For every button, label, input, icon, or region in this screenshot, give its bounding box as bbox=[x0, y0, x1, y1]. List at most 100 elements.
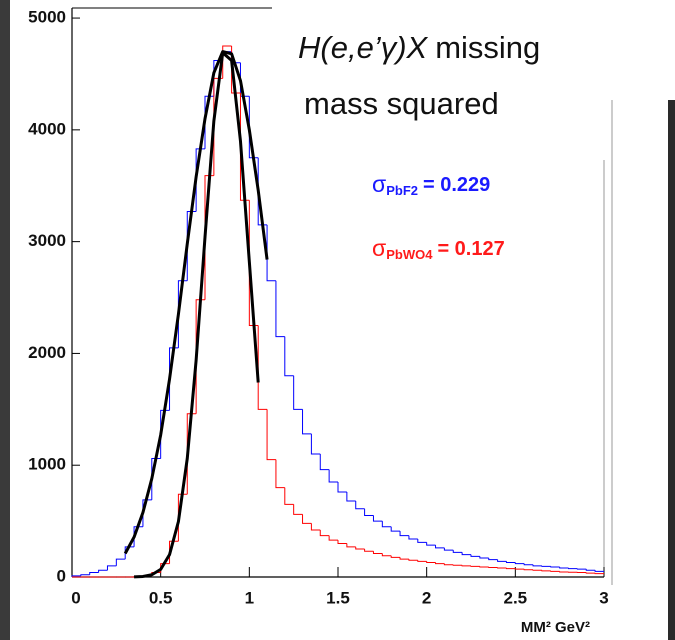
histogram-step bbox=[523, 569, 534, 571]
histogram-step bbox=[328, 469, 338, 483]
histogram-step bbox=[470, 554, 480, 557]
histogram-step bbox=[488, 566, 498, 568]
y-tick-label: 2000 bbox=[28, 343, 66, 362]
histogram-step bbox=[408, 559, 418, 561]
histogram-step bbox=[319, 454, 330, 471]
histogram-step bbox=[186, 210, 197, 281]
histogram-step bbox=[337, 481, 347, 493]
title-part: H(e,e’γ)X bbox=[298, 30, 429, 65]
histogram-step bbox=[461, 552, 471, 556]
histogram-step bbox=[461, 565, 471, 567]
histogram-step bbox=[594, 573, 604, 575]
histogram-step bbox=[204, 95, 214, 149]
annotation-subscript: PbWO4 bbox=[386, 247, 433, 262]
annotation-text: = 0.229 bbox=[423, 174, 490, 196]
histogram-step bbox=[381, 553, 392, 557]
histogram-step bbox=[390, 526, 401, 532]
histogram-step bbox=[248, 96, 259, 159]
histogram-step bbox=[302, 514, 312, 524]
y-tick-label: 1000 bbox=[28, 455, 66, 474]
y-tick-label: 4000 bbox=[28, 119, 66, 138]
histogram-step bbox=[541, 565, 551, 567]
histogram-step bbox=[346, 543, 356, 548]
histogram-step bbox=[452, 550, 463, 553]
histogram-step bbox=[302, 409, 312, 435]
histogram-step bbox=[364, 549, 374, 552]
histogram-step bbox=[328, 535, 338, 541]
chart-title: H(e,e’γ)X missing bbox=[298, 30, 540, 65]
histogram-step bbox=[257, 325, 268, 410]
histogram-step bbox=[514, 562, 525, 565]
histogram-step bbox=[532, 564, 542, 567]
x-tick-label: 2 bbox=[422, 588, 431, 607]
histogram-step bbox=[310, 433, 321, 455]
histogram-step bbox=[355, 500, 365, 510]
histogram-step bbox=[435, 562, 445, 565]
annotation-text: = 0.127 bbox=[437, 238, 504, 260]
title-part: missing bbox=[435, 30, 540, 65]
histogram-step bbox=[550, 566, 560, 568]
annotation-subscript: PbF2 bbox=[386, 183, 418, 198]
histogram-step bbox=[98, 569, 108, 573]
histogram-step bbox=[355, 546, 365, 550]
histogram-step bbox=[594, 570, 604, 572]
histogram-step bbox=[266, 224, 276, 282]
y-tick-label: 3000 bbox=[28, 231, 66, 250]
histogram-step bbox=[505, 568, 516, 570]
histogram-step bbox=[372, 515, 383, 522]
histogram-step bbox=[585, 572, 596, 574]
histogram-step bbox=[381, 521, 392, 528]
histogram-step bbox=[559, 571, 569, 573]
histogram-step bbox=[479, 566, 489, 568]
annotations: σPbF2 = 0.229 σ PbWO4 = 0.127 bbox=[372, 171, 505, 262]
histogram-step bbox=[346, 492, 356, 502]
histogram-step bbox=[319, 530, 330, 537]
histogram-step bbox=[390, 555, 401, 558]
histogram-step bbox=[275, 459, 285, 489]
histogram-step bbox=[452, 564, 463, 566]
histogram-step bbox=[443, 563, 454, 566]
histogram-step bbox=[177, 280, 188, 348]
x-tick-label: 0 bbox=[71, 588, 80, 607]
annotation-symbol: σ bbox=[372, 171, 386, 197]
histogram-step bbox=[470, 565, 480, 567]
histogram-step bbox=[514, 568, 525, 570]
histogram-step bbox=[523, 563, 534, 566]
histogram-step bbox=[505, 561, 516, 563]
histogram-step bbox=[310, 523, 321, 531]
histogram-step bbox=[408, 535, 418, 540]
histogram-step bbox=[497, 559, 507, 562]
histogram-step bbox=[89, 572, 99, 575]
histogram-step bbox=[195, 148, 205, 212]
annotation: σPbF2 = 0.229 bbox=[372, 171, 490, 198]
histogram-step bbox=[293, 375, 303, 410]
histogram-step bbox=[222, 45, 232, 79]
histogram-step bbox=[399, 531, 409, 537]
x-axis-label: MM² GeV² bbox=[521, 619, 590, 636]
histogram-step bbox=[479, 556, 489, 559]
histogram-step bbox=[435, 545, 445, 549]
histogram-step bbox=[275, 280, 285, 338]
histogram-step bbox=[372, 551, 383, 555]
histogram-step bbox=[151, 458, 161, 500]
fit-curve bbox=[123, 50, 269, 555]
annotation: σPbWO4 = 0.127 bbox=[372, 235, 505, 262]
histogram-step bbox=[364, 508, 374, 517]
histogram-step bbox=[417, 560, 427, 562]
histogram-step bbox=[399, 557, 409, 560]
histogram-step bbox=[80, 574, 90, 576]
histogram-step bbox=[417, 538, 427, 543]
y-tick-label: 5000 bbox=[28, 8, 66, 27]
histogram-step bbox=[426, 561, 436, 563]
histogram-step bbox=[576, 568, 587, 570]
histogram-step bbox=[488, 557, 498, 561]
histogram-step bbox=[124, 546, 135, 560]
chart-title: mass squared bbox=[304, 86, 499, 121]
histogram-step bbox=[106, 565, 117, 571]
y-tick-label: 0 bbox=[57, 566, 66, 585]
histogram-step bbox=[559, 566, 569, 569]
histogram-step bbox=[293, 504, 303, 515]
histogram-step bbox=[497, 567, 507, 569]
